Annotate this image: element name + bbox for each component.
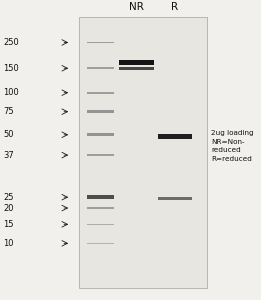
Bar [158, 197, 192, 200]
Text: 20: 20 [3, 203, 14, 212]
Text: 75: 75 [3, 107, 14, 116]
Bar [120, 60, 154, 65]
Bar [87, 110, 115, 113]
Bar [120, 68, 154, 70]
Text: 50: 50 [3, 130, 14, 139]
Bar [87, 224, 115, 225]
Text: 25: 25 [3, 193, 14, 202]
Text: 10: 10 [3, 239, 14, 248]
Text: 150: 150 [3, 64, 19, 73]
Bar [87, 207, 115, 209]
Bar [87, 154, 115, 156]
Bar [87, 42, 115, 43]
Text: NR: NR [129, 2, 144, 12]
Text: 2ug loading
NR=Non-
reduced
R=reduced: 2ug loading NR=Non- reduced R=reduced [211, 130, 253, 162]
Text: 250: 250 [3, 38, 19, 47]
Bar [79, 17, 207, 288]
Bar [87, 134, 115, 136]
Bar [87, 68, 115, 69]
Text: R: R [171, 2, 179, 12]
Text: 15: 15 [3, 220, 14, 229]
Text: 100: 100 [3, 88, 19, 97]
Bar [87, 92, 115, 94]
Bar [158, 134, 192, 139]
Bar [87, 195, 115, 200]
Text: 37: 37 [3, 151, 14, 160]
Bar [87, 243, 115, 244]
